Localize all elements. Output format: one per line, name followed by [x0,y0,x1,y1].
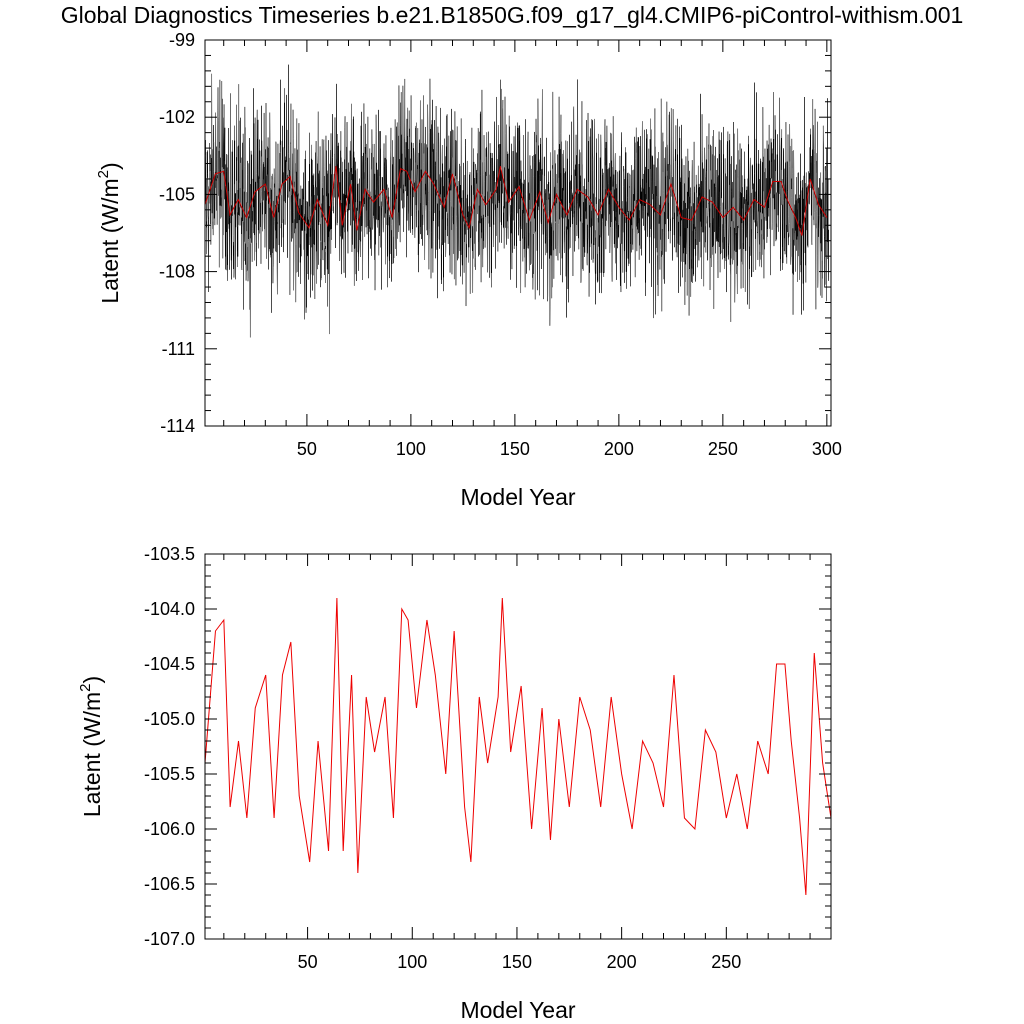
top-plot-frame [204,39,832,427]
bot-x-tick-label: 200 [607,952,637,972]
top-y-tick-label: -105 [159,184,195,204]
bot-y-tick-label: -105.0 [144,709,195,729]
bot-y-tick-label: -104.5 [144,654,195,674]
top-y-axis-title-sup: 2 [95,170,112,178]
figure-title: Global Diagnostics Timeseries b.e21.B185… [60,2,964,28]
bot-y-tick-label: -103.5 [144,544,195,564]
bottom-plot-area [205,597,831,896]
top-x-tick-label: 50 [297,439,317,459]
top-axis-ticks: 50 100 150 200 250 300 -114 -111 -108 -105 -102 -99 [159,30,842,459]
top-y-axis-title: Latent (W/m2) [95,162,123,303]
top-series-annual [205,165,828,236]
top-x-tick-label: 200 [604,439,634,459]
bot-x-tick-label: 150 [502,952,532,972]
bottom-panel: 50 100 150 200 250 -107.0 -106.5 -106.0 -105.5 -1… [77,544,832,1023]
top-x-tick-label: 250 [708,439,738,459]
bottom-x-axis-title: Model Year [460,997,575,1023]
top-plot-area [205,64,829,338]
bottom-y-axis-title-sup: 2 [77,684,94,692]
top-y-tick-label: -99 [169,30,195,50]
top-y-tick-label: -111 [162,339,195,359]
top-y-axis-title-end: ) [97,162,123,170]
bot-y-tick-label: -107.0 [144,929,195,949]
top-x-axis-title: Model Year [460,484,575,510]
top-y-tick-label: -114 [160,416,195,436]
bot-y-tick-label: -106.5 [144,874,195,894]
bot-y-tick-label: -104.0 [144,599,195,619]
top-panel: 50 100 150 200 250 300 -114 -111 -108 -105 -102 -99… [95,30,842,510]
bottom-y-axis-title-end: ) [79,676,105,684]
bot-x-tick-label: 250 [711,952,741,972]
bottom-plot-frame [204,553,832,940]
bot-y-tick-label: -105.5 [144,764,195,784]
top-x-tick-label: 100 [396,439,426,459]
bottom-axis-ticks: 50 100 150 200 250 -107.0 -106.5 -106.0 -105.5 -1… [144,544,831,972]
top-x-tick-label: 150 [500,439,530,459]
bot-x-tick-label: 100 [397,952,427,972]
top-x-tick-label: 300 [812,439,842,459]
top-y-tick-label: -108 [159,262,195,282]
bottom-series-annual [205,597,831,896]
bot-y-tick-label: -106.0 [144,819,195,839]
bottom-y-axis-title-main: Latent (W/m [79,692,105,817]
top-y-tick-label: -102 [159,107,195,127]
bottom-y-axis-title: Latent (W/m2) [77,676,105,817]
top-y-axis-title-main: Latent (W/m [97,178,123,303]
top-series-monthly [205,64,829,338]
bot-x-tick-label: 50 [298,952,318,972]
